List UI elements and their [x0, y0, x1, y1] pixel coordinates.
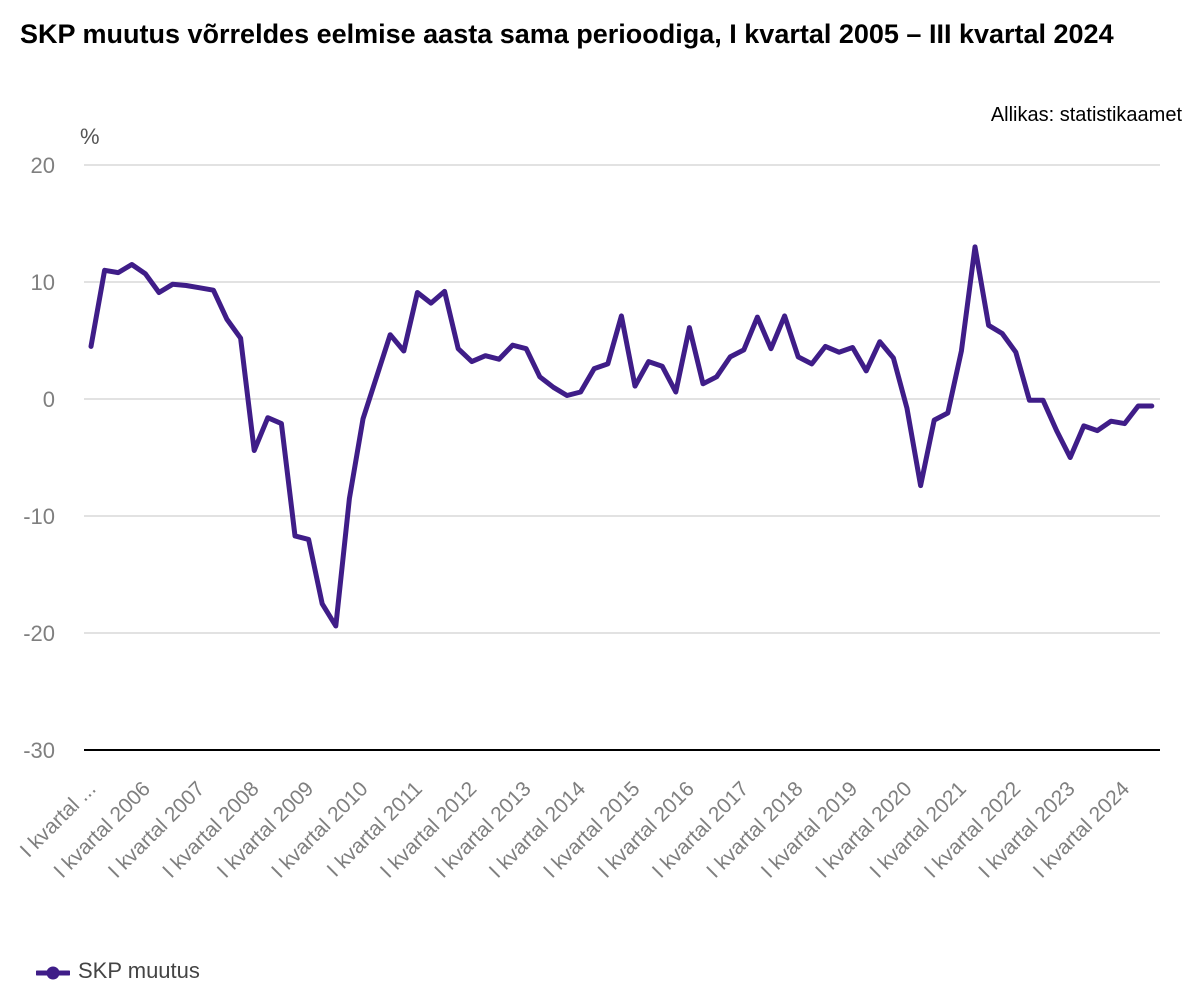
data-point[interactable]	[401, 349, 406, 354]
data-point[interactable]	[1095, 428, 1100, 433]
data-point[interactable]	[374, 374, 379, 379]
y-tick-label: 20	[31, 153, 55, 178]
data-point[interactable]	[252, 448, 257, 453]
data-point[interactable]	[986, 323, 991, 328]
data-point[interactable]	[157, 290, 162, 295]
data-point[interactable]	[1068, 455, 1073, 460]
data-point[interactable]	[660, 364, 665, 369]
legend: SKP muutus	[36, 958, 200, 984]
data-point[interactable]	[238, 336, 243, 341]
data-point[interactable]	[333, 624, 338, 629]
y-axis-ticks: 20 10 0 -10 -20 -30	[23, 153, 55, 763]
data-point[interactable]	[551, 385, 556, 390]
data-point[interactable]	[1081, 423, 1086, 428]
y-tick-label: -10	[23, 504, 55, 529]
data-point[interactable]	[320, 601, 325, 606]
legend-label-skp-muutus: SKP muutus	[78, 958, 200, 983]
data-point[interactable]	[497, 357, 502, 362]
data-point[interactable]	[864, 368, 869, 373]
data-point[interactable]	[1149, 404, 1154, 409]
source-note: Allikas: statistikaamet	[990, 104, 1182, 126]
data-point[interactable]	[782, 313, 787, 318]
data-point[interactable]	[945, 411, 950, 416]
y-tick-label: -20	[23, 621, 55, 646]
data-point[interactable]	[837, 350, 842, 355]
data-point[interactable]	[170, 282, 175, 287]
data-point[interactable]	[959, 349, 964, 354]
data-point[interactable]	[701, 381, 706, 386]
data-point[interactable]	[102, 268, 107, 273]
data-point[interactable]	[129, 262, 134, 267]
data-point[interactable]	[483, 353, 488, 358]
data-point[interactable]	[89, 344, 94, 349]
data-point[interactable]	[932, 418, 937, 423]
data-point[interactable]	[850, 345, 855, 350]
data-point[interactable]	[211, 288, 216, 293]
data-point[interactable]	[197, 285, 202, 290]
data-point[interactable]	[293, 533, 298, 538]
data-point[interactable]	[809, 361, 814, 366]
data-point[interactable]	[1136, 404, 1141, 409]
chart-title: SKP muutus võrreldes eelmise aasta sama …	[20, 19, 1114, 49]
x-tick-label: I kvartal 2024	[1029, 777, 1135, 883]
data-point[interactable]	[973, 244, 978, 249]
data-point[interactable]	[1013, 350, 1018, 355]
data-point[interactable]	[918, 483, 923, 488]
data-point[interactable]	[728, 354, 733, 359]
data-point[interactable]	[905, 406, 910, 411]
data-point[interactable]	[877, 339, 882, 344]
data-point[interactable]	[415, 290, 420, 295]
data-point[interactable]	[1109, 419, 1114, 424]
data-point[interactable]	[1027, 398, 1032, 403]
y-axis-unit-label: %	[80, 124, 100, 149]
data-point[interactable]	[1000, 331, 1005, 336]
x-tick-label: I kvartal 2011	[323, 777, 427, 881]
data-point[interactable]	[687, 325, 692, 330]
data-point[interactable]	[265, 415, 270, 420]
data-point[interactable]	[279, 421, 284, 426]
data-point[interactable]	[469, 359, 474, 364]
data-point[interactable]	[646, 359, 651, 364]
data-point[interactable]	[1054, 428, 1059, 433]
data-point[interactable]	[592, 366, 597, 371]
data-point[interactable]	[565, 393, 570, 398]
data-point[interactable]	[769, 346, 774, 351]
data-point[interactable]	[537, 374, 542, 379]
data-point[interactable]	[823, 344, 828, 349]
series-skp-muutus	[88, 244, 1155, 629]
data-point[interactable]	[143, 271, 148, 276]
data-point[interactable]	[1122, 421, 1127, 426]
y-tick-label: 0	[43, 387, 55, 412]
data-point[interactable]	[796, 354, 801, 359]
data-point[interactable]	[456, 346, 461, 351]
data-point[interactable]	[741, 347, 746, 352]
data-point[interactable]	[633, 384, 638, 389]
data-point[interactable]	[388, 332, 393, 337]
data-point[interactable]	[361, 416, 366, 421]
data-point[interactable]	[714, 374, 719, 379]
data-point[interactable]	[578, 390, 583, 395]
legend-swatch-icon	[36, 966, 70, 980]
data-point[interactable]	[225, 317, 230, 322]
data-point[interactable]	[347, 496, 352, 501]
grid-lines	[84, 164, 1160, 634]
y-tick-label: 10	[31, 270, 55, 295]
data-point[interactable]	[755, 315, 760, 320]
data-point[interactable]	[673, 390, 678, 395]
data-point[interactable]	[524, 346, 529, 351]
data-point[interactable]	[306, 537, 311, 542]
data-point[interactable]	[510, 343, 515, 348]
data-point[interactable]	[619, 313, 624, 318]
data-point[interactable]	[605, 361, 610, 366]
data-point[interactable]	[1041, 398, 1046, 403]
y-tick-label: -30	[23, 738, 55, 763]
series-line	[88, 244, 1155, 629]
data-point[interactable]	[184, 283, 189, 288]
data-point[interactable]	[442, 289, 447, 294]
data-point[interactable]	[429, 301, 434, 306]
data-point[interactable]	[891, 356, 896, 361]
data-point[interactable]	[116, 270, 121, 275]
